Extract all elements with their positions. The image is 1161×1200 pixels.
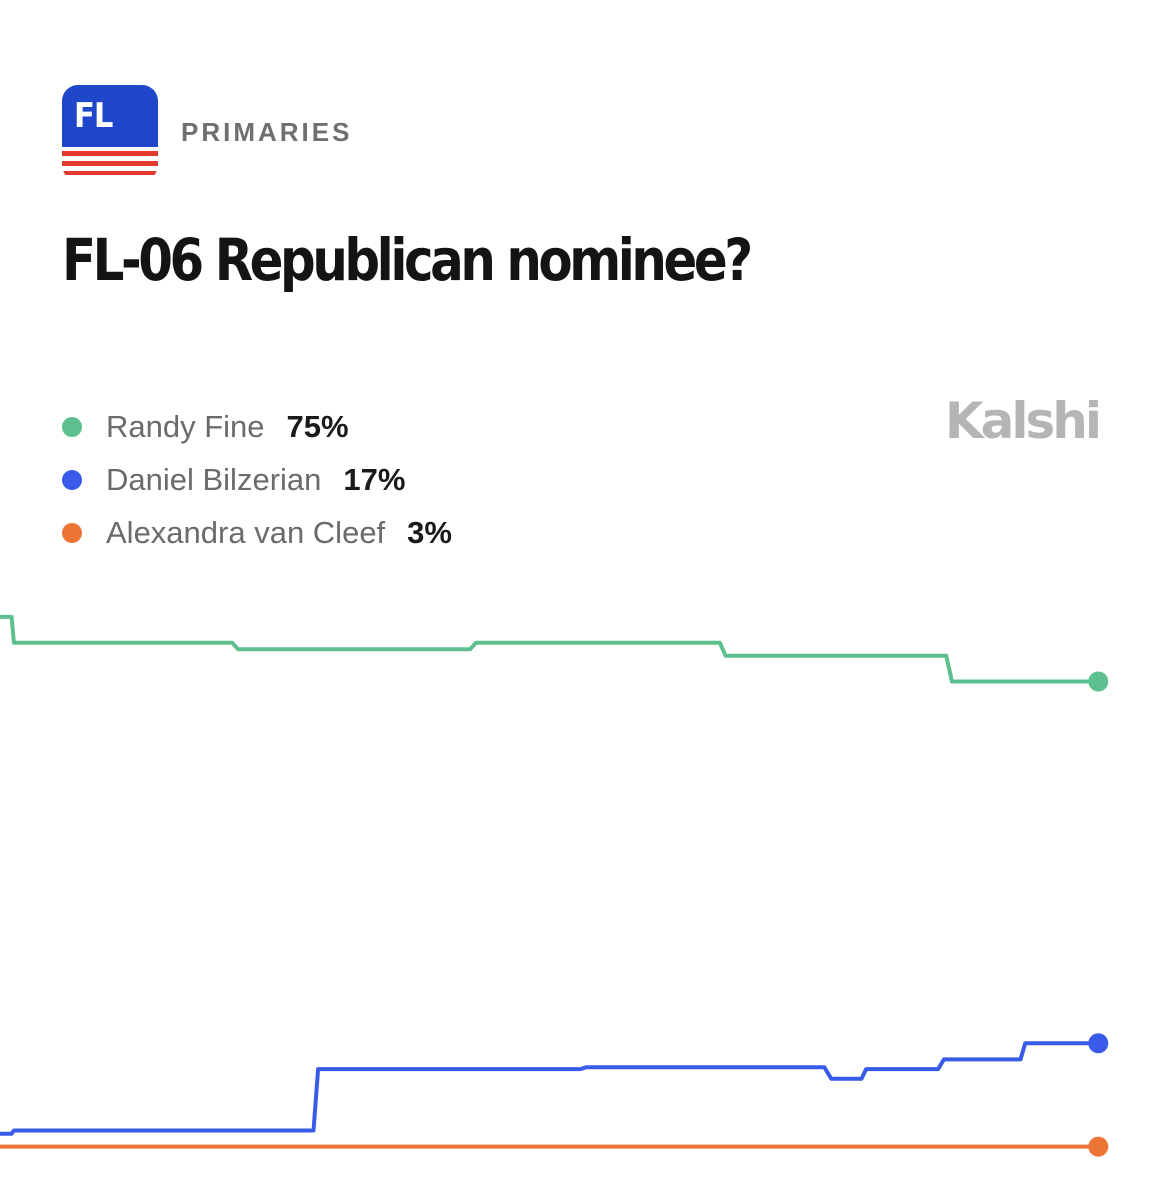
legend-name: Randy Fine	[106, 408, 265, 444]
legend-value: 75%	[286, 408, 349, 444]
legend-name: Alexandra van Cleef	[106, 514, 386, 550]
legend-item: Randy Fine 75%	[62, 400, 452, 453]
legend-dot	[62, 522, 82, 543]
kalshi-logo: Kalshi	[944, 392, 1102, 450]
legend-name: Daniel Bilzerian	[106, 461, 322, 497]
series-end-point-1	[1088, 671, 1109, 692]
page-title: FL-06 Republican nominee?	[62, 226, 753, 294]
legend-value: 3%	[407, 514, 452, 550]
badge-stripe	[62, 161, 158, 166]
badge-stripe	[62, 171, 158, 175]
badge-text: FL	[74, 96, 113, 136]
badge-blue-field	[62, 85, 158, 147]
series-end-point-3	[1088, 1136, 1109, 1157]
series-line-2	[0, 1041, 1099, 1136]
category-label: PRIMARIES	[181, 117, 353, 147]
legend-dot	[62, 469, 82, 490]
legend-item: Daniel Bilzerian 17%	[62, 453, 452, 506]
legend-dot	[62, 416, 82, 437]
series-end-point-2	[1088, 1033, 1109, 1054]
badge-stripe	[62, 151, 158, 156]
legend-item: Alexandra van Cleef 3%	[62, 506, 452, 559]
state-badge: FL	[62, 85, 158, 181]
legend-value: 17%	[343, 461, 406, 497]
series-line-1	[0, 614, 1099, 684]
chart-legend: Randy Fine 75% Daniel Bilzerian 17% Alex…	[62, 400, 452, 559]
